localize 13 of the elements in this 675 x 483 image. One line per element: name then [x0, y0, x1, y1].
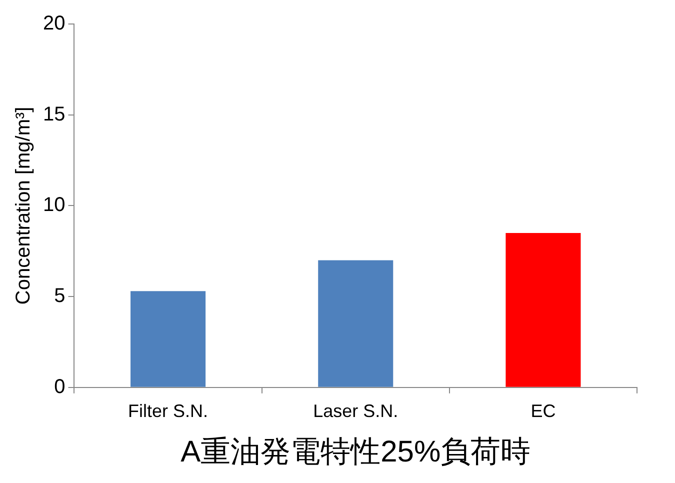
y-axis-title: Concentration [mg/m³] [12, 106, 35, 305]
x-axis-title: A重油発電特性25%負荷時 [180, 435, 531, 468]
x-tick-label: EC [530, 401, 556, 422]
bar [318, 260, 394, 387]
bar [506, 232, 581, 387]
y-tick-label: 0 [54, 376, 66, 398]
y-tick-label: 10 [42, 194, 66, 216]
y-tick-label: 20 [42, 12, 66, 35]
x-tick-label: Filter S.N. [128, 401, 208, 422]
x-tick-label: Laser S.N. [313, 401, 398, 422]
y-tick-label: 15 [42, 103, 66, 126]
bar [130, 291, 206, 387]
y-tick-label: 5 [54, 285, 66, 308]
